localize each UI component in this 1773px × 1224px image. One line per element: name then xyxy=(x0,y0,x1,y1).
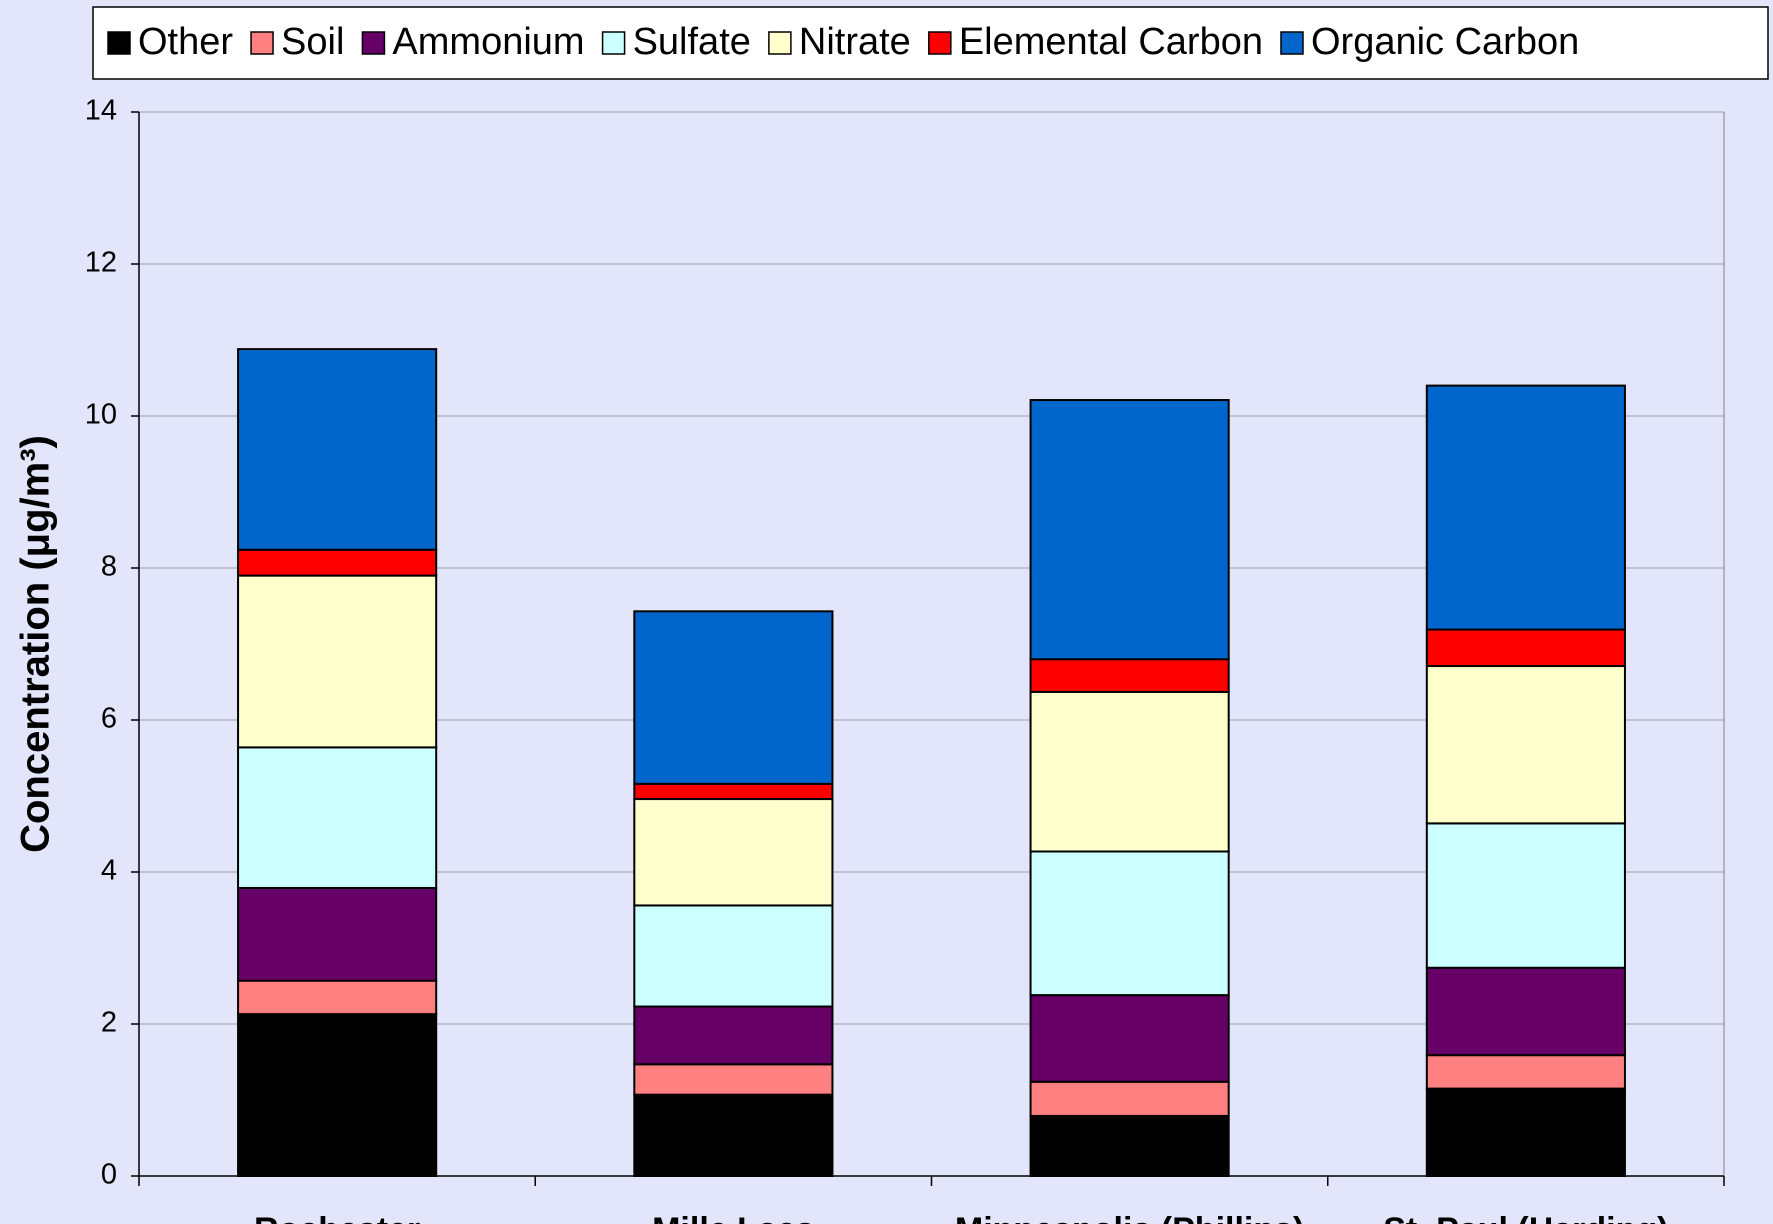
bar-segment xyxy=(1029,658,1230,693)
bar-segment xyxy=(633,1093,834,1178)
bar-segment xyxy=(633,1005,834,1066)
y-axis-label: Concentration (μg/m³) xyxy=(14,435,58,853)
bar-segment xyxy=(1029,399,1230,661)
bar-segment xyxy=(1425,822,1626,969)
bar-segment xyxy=(237,886,438,982)
legend-swatch xyxy=(601,31,626,55)
legend-swatch xyxy=(361,31,386,55)
y-tick-label: 4 xyxy=(101,855,117,887)
legend-label: Sulfate xyxy=(633,21,751,63)
bar-segment xyxy=(1029,1114,1230,1177)
legend-label: Soil xyxy=(281,21,344,63)
bar-segment xyxy=(1029,850,1230,997)
y-tick-label: 14 xyxy=(85,95,117,127)
bar-segment xyxy=(237,574,438,749)
y-tick-label: 0 xyxy=(101,1159,117,1191)
bar-segment xyxy=(633,1063,834,1096)
legend-label: Elemental Carbon xyxy=(959,21,1263,63)
bar-segment xyxy=(237,348,438,551)
bar-segment xyxy=(1425,966,1626,1057)
legend-swatch xyxy=(1280,31,1304,55)
bar-segment xyxy=(633,904,834,1008)
bar-segment xyxy=(633,610,834,785)
legend-swatch xyxy=(107,31,131,55)
y-tick-label: 2 xyxy=(101,1007,117,1039)
y-tick-label: 8 xyxy=(101,551,117,583)
legend-label: Other xyxy=(138,21,233,63)
legend-label: Nitrate xyxy=(799,21,911,63)
y-tick-label: 10 xyxy=(85,399,117,431)
y-tick-label: 6 xyxy=(101,703,117,735)
bar-segment xyxy=(1425,1087,1626,1177)
y-tick-label: 12 xyxy=(85,247,117,279)
x-tick-label: Minneapolis (Phillips) xyxy=(955,1211,1304,1224)
bar-segment xyxy=(1425,665,1626,825)
bar-segment xyxy=(633,782,834,801)
bar-segment xyxy=(237,548,438,577)
bar-segment xyxy=(1029,690,1230,853)
bar-segment xyxy=(1425,628,1626,668)
legend-swatch xyxy=(928,31,952,55)
x-tick-label: Rochester xyxy=(254,1211,420,1224)
x-tick-label: St. Paul (Harding) xyxy=(1383,1211,1668,1224)
bar-segment xyxy=(1425,1054,1626,1090)
bar-segment xyxy=(237,979,438,1016)
bar-segment xyxy=(1029,1080,1230,1117)
legend-swatch xyxy=(250,31,274,55)
legend-swatch xyxy=(768,31,792,55)
legend-label: Ammonium xyxy=(392,21,584,63)
bar-segment xyxy=(1425,384,1626,631)
bar-segment xyxy=(237,746,438,889)
legend-label: Organic Carbon xyxy=(1311,21,1579,63)
bar-segment xyxy=(633,798,834,907)
bar-segment xyxy=(1029,994,1230,1083)
x-tick-label: Mille Lacs xyxy=(652,1211,815,1224)
bar-segment xyxy=(237,1013,438,1177)
